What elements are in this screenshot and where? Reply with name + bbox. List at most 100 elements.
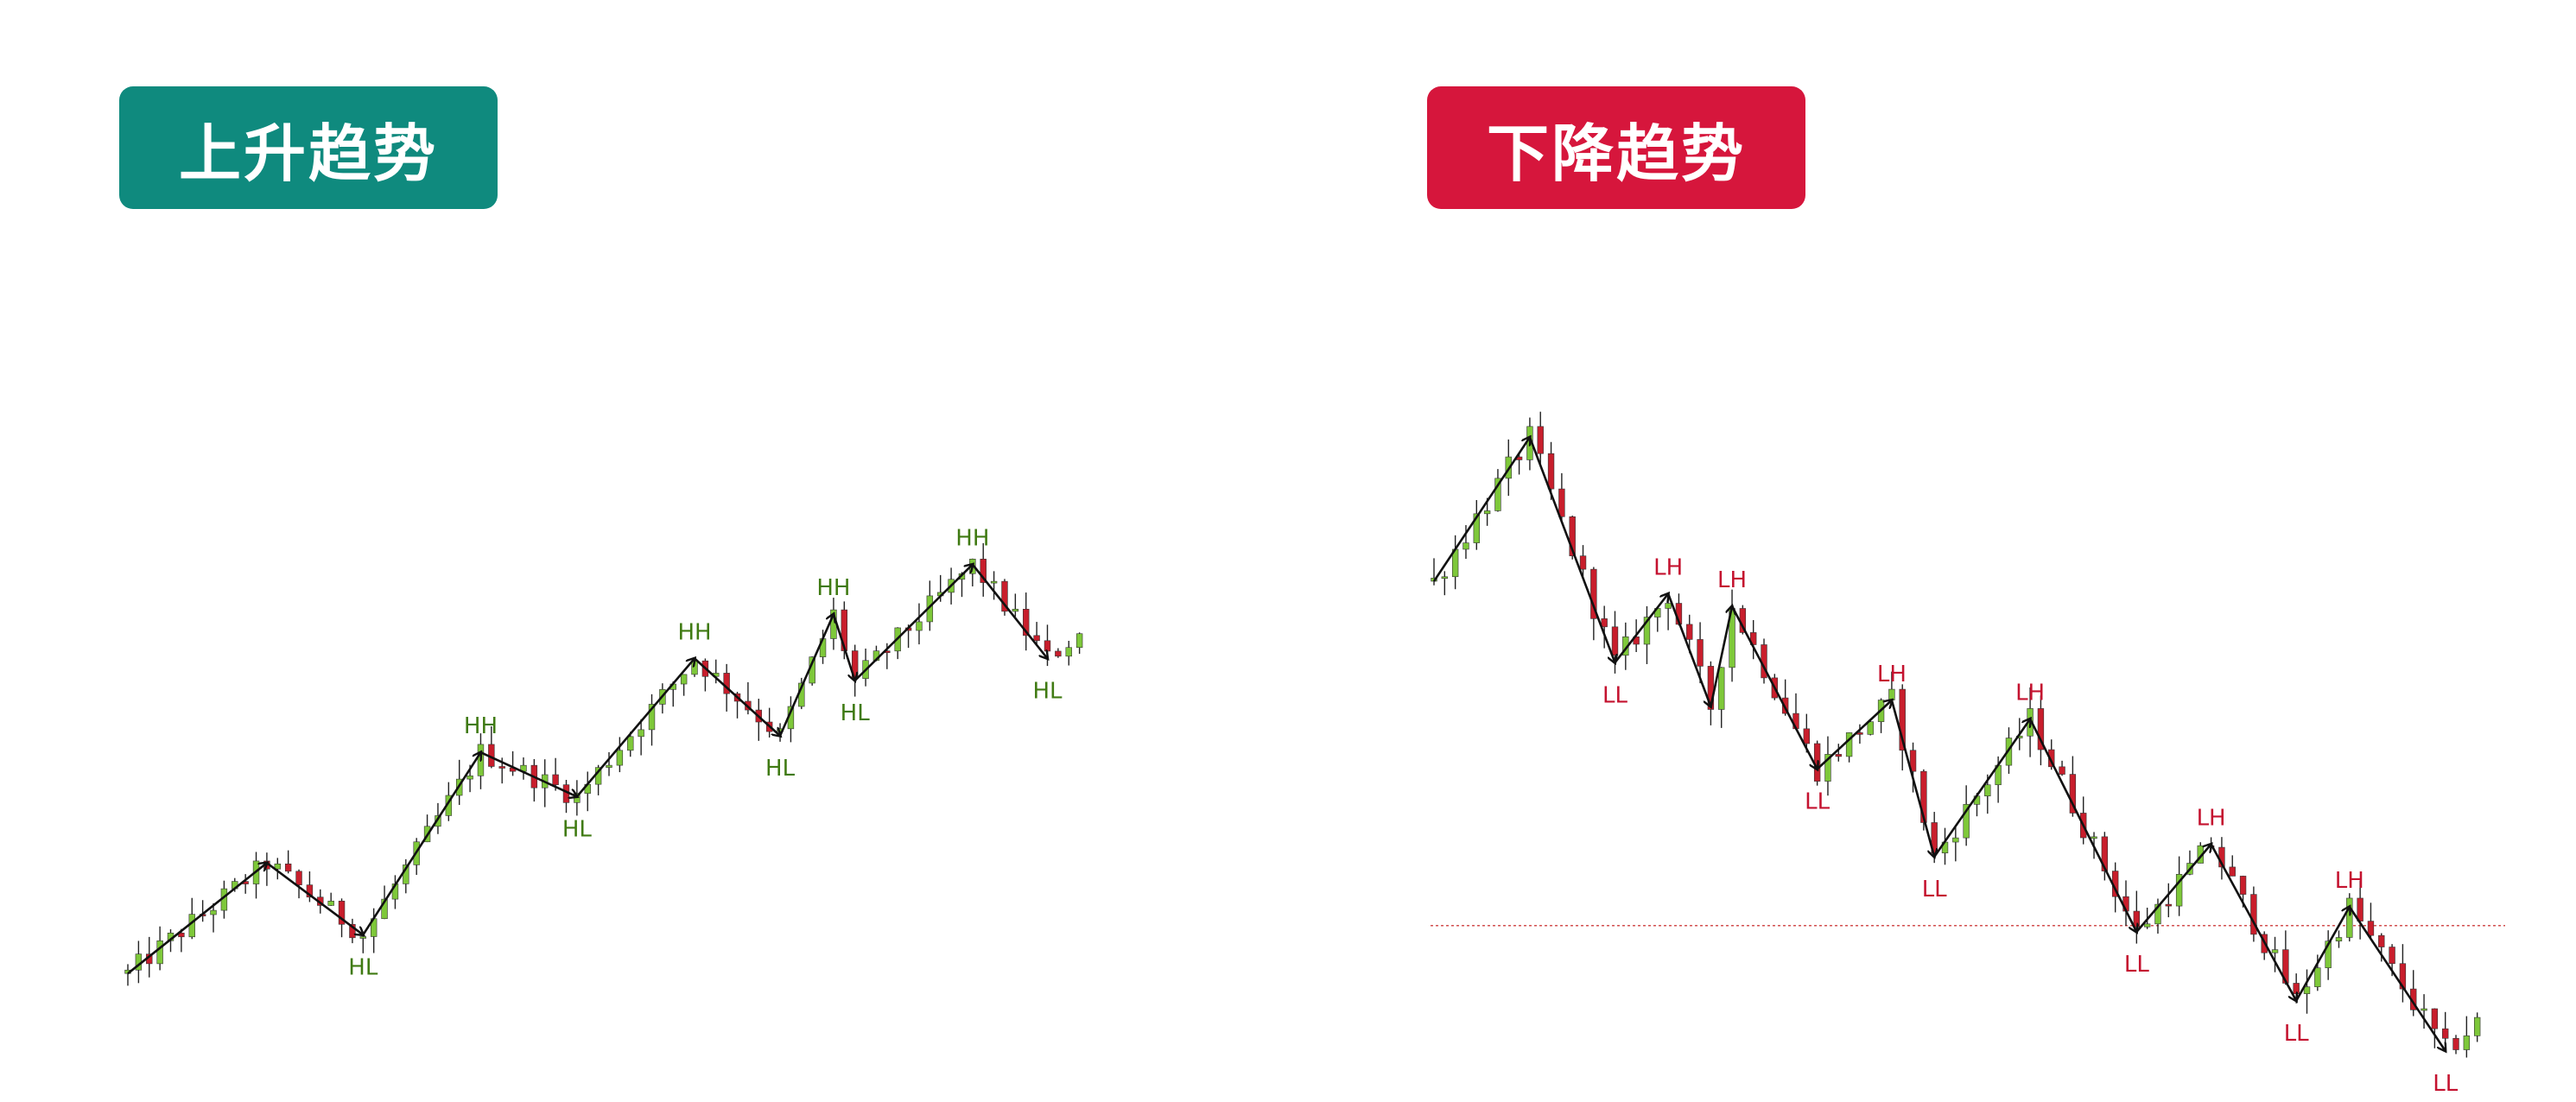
candle-bearish xyxy=(2389,947,2395,965)
trend-arrow xyxy=(1816,700,1892,770)
swing-label-lh: LH xyxy=(1653,555,1683,581)
candle-bearish xyxy=(1547,453,1555,490)
candle-bearish xyxy=(338,900,346,925)
candle-bearish xyxy=(295,871,302,885)
candle-bullish xyxy=(616,750,624,766)
downtrend-chart: LL LH LH LL LH LL LH LL LH LL LH LL xyxy=(1431,411,2505,1097)
trend-arrow xyxy=(853,565,973,681)
candle-bullish xyxy=(210,909,217,915)
trend-arrow xyxy=(1528,436,1615,662)
candle-bearish xyxy=(1579,555,1587,570)
candle-bullish xyxy=(2335,937,2343,941)
candle-bullish xyxy=(2091,836,2097,839)
candle-bearish xyxy=(1033,635,1040,642)
swing-label-lh: LH xyxy=(1717,567,1747,593)
candle-bearish xyxy=(2378,934,2385,947)
candle-bullish xyxy=(606,764,612,768)
candle-bullish xyxy=(2271,949,2279,953)
candle-bullish xyxy=(627,736,634,751)
candle-bullish xyxy=(2346,897,2353,938)
candle-bullish xyxy=(1494,478,1501,511)
candle-bearish xyxy=(2357,897,2363,922)
candle-bearish xyxy=(1835,754,1842,757)
candle-bullish xyxy=(477,744,485,776)
candle-bearish xyxy=(2048,749,2055,768)
downtrend-title: 下降趋势 xyxy=(1486,117,1746,190)
candle-bearish xyxy=(1686,624,1693,640)
candle-bullish xyxy=(638,729,644,738)
swing-label-hh: HH xyxy=(677,619,711,645)
swing-label-lh: LH xyxy=(2015,681,2045,706)
swing-label-hl: HL xyxy=(348,954,378,980)
candle-bearish xyxy=(1803,728,1811,744)
candle-bearish xyxy=(2293,983,2300,994)
candle-bullish xyxy=(1718,667,1725,710)
candle-bullish xyxy=(2421,1008,2427,1011)
candle-bullish xyxy=(435,815,441,827)
candle-bearish xyxy=(2165,903,2172,907)
swing-label-hh: HH xyxy=(464,713,498,739)
candle-bearish xyxy=(1001,580,1008,612)
swing-label-lh: LH xyxy=(2335,868,2364,894)
candle-bearish xyxy=(1909,750,1917,772)
candle-bullish xyxy=(2303,986,2311,994)
downtrend-title-badge: 下降趋势 xyxy=(1427,86,1805,209)
candle-bullish xyxy=(1643,617,1651,645)
candle-bullish xyxy=(466,776,473,780)
candle-bearish xyxy=(2229,866,2236,877)
trend-arrow xyxy=(1933,719,2030,858)
swing-label-hl: HL xyxy=(765,756,796,782)
candle-bullish xyxy=(2154,903,2161,925)
candle-bullish xyxy=(1888,688,1895,700)
swing-label-ll: LL xyxy=(1805,789,1830,815)
candle-bearish xyxy=(1601,618,1608,628)
candle-bullish xyxy=(2473,1016,2481,1036)
candle-bullish xyxy=(1845,732,1853,757)
candle-bullish xyxy=(916,621,923,631)
swing-label-hl: HL xyxy=(562,816,593,842)
candle-bearish xyxy=(980,559,987,583)
candle-bearish xyxy=(2452,1038,2459,1050)
trend-arrow xyxy=(694,657,780,736)
candle-bullish xyxy=(990,580,998,584)
trend-arrow xyxy=(362,752,480,936)
swing-label-ll: LL xyxy=(2124,952,2149,978)
candle-bullish xyxy=(156,940,163,965)
candle-bullish xyxy=(691,660,698,675)
candle-bearish xyxy=(2101,836,2109,871)
swing-label-ll: LL xyxy=(2433,1071,2458,1097)
trend-arrow xyxy=(575,658,695,798)
candle-bearish xyxy=(1044,640,1051,652)
trend-arrow xyxy=(1432,437,1530,582)
trend-arrow xyxy=(2210,843,2297,1001)
candle-bullish xyxy=(1483,510,1491,515)
swing-label-hl: HL xyxy=(841,700,871,726)
trend-arrow xyxy=(1730,605,1818,770)
swing-label-hh: HH xyxy=(816,575,850,601)
candle-bearish xyxy=(2037,708,2045,750)
candle-bearish xyxy=(2442,1028,2449,1039)
candle-bearish xyxy=(1558,488,1565,517)
candle-bullish xyxy=(327,900,334,906)
candle-bullish xyxy=(1012,609,1019,612)
candle-bullish xyxy=(1462,542,1469,550)
candle-bullish xyxy=(359,936,367,939)
candle-bearish xyxy=(2239,876,2247,895)
candle-bearish xyxy=(284,863,292,872)
candle-bearish xyxy=(178,932,185,938)
trend-arrow xyxy=(2135,845,2211,933)
candle-bearish xyxy=(1697,639,1704,667)
trend-arrow xyxy=(127,863,267,975)
uptrend-title-badge: 上升趋势 xyxy=(119,86,498,209)
candle-bullish xyxy=(2325,940,2332,968)
trend-arrow xyxy=(778,614,834,737)
trend-arrow xyxy=(1890,700,1934,857)
trend-arrow xyxy=(1710,606,1732,707)
candle-bullish xyxy=(1824,754,1831,782)
candle-bullish xyxy=(2463,1036,2471,1050)
swing-label-ll: LL xyxy=(2284,1021,2309,1047)
trend-arrow xyxy=(971,563,1048,659)
candle-bullish xyxy=(2314,967,2321,987)
candle-bullish xyxy=(1665,603,1672,609)
